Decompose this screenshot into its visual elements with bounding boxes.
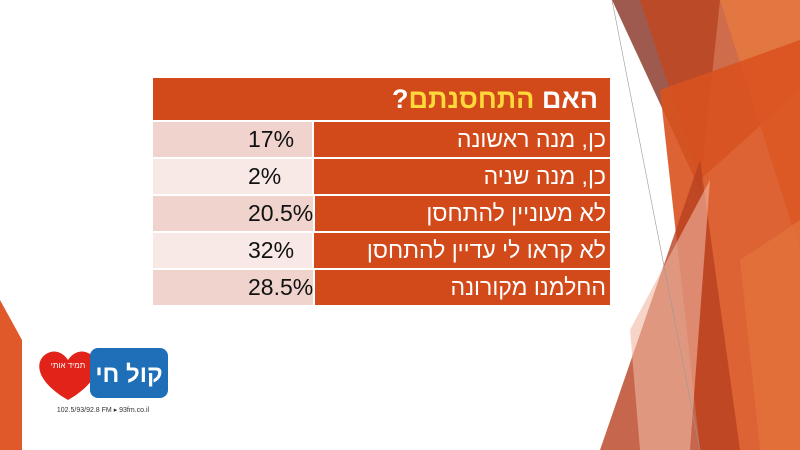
table-title: האם התחסנתם? (153, 78, 610, 120)
answer-label: לא מעוניין להתחסן (315, 196, 610, 231)
table-row: כן, מנה שניה 2% (153, 159, 610, 194)
logo-frequencies: 102.5/93/92.8 FM ▸ 93fm.co.il (57, 407, 150, 414)
answer-percent: 2% (153, 159, 312, 194)
answer-percent: 20.5% (153, 196, 314, 231)
table-body: כן, מנה ראשונה 17% כן, מנה שניה 2% לא מעוניי… (153, 122, 610, 305)
answer-label: לא קראו לי עדיין להתחסן (314, 233, 610, 268)
answer-label: החלמנו מקורונה (315, 270, 610, 305)
title-mark: ? (392, 84, 409, 114)
answer-percent: 32% (153, 233, 312, 268)
table-row: לא קראו לי עדיין להתחסן 32% (153, 233, 610, 268)
title-highlight: התחסנתם (408, 84, 535, 114)
answer-percent: 17% (153, 122, 312, 157)
table-row: החלמנו מקורונה 28.5% (153, 270, 610, 305)
results-table: האם התחסנתם? כן, מנה ראשונה 17% כן, מנה שנ… (153, 78, 610, 307)
table-row: לא מעוניין להתחסן 20.5% (153, 196, 610, 231)
answer-label: כן, מנה שניה (314, 159, 610, 194)
logo: קול חי תמיד אותי 102.5/93/92.8 FM ▸ 93fm… (39, 348, 168, 414)
table-row: כן, מנה ראשונה 17% (153, 122, 610, 157)
logo-name: קול חי (95, 361, 162, 388)
logo-slogan: תמיד אותי (51, 361, 85, 370)
answer-label: כן, מנה ראשונה (314, 122, 610, 157)
title-word: האם (534, 84, 598, 114)
answer-percent: 28.5% (153, 270, 314, 305)
